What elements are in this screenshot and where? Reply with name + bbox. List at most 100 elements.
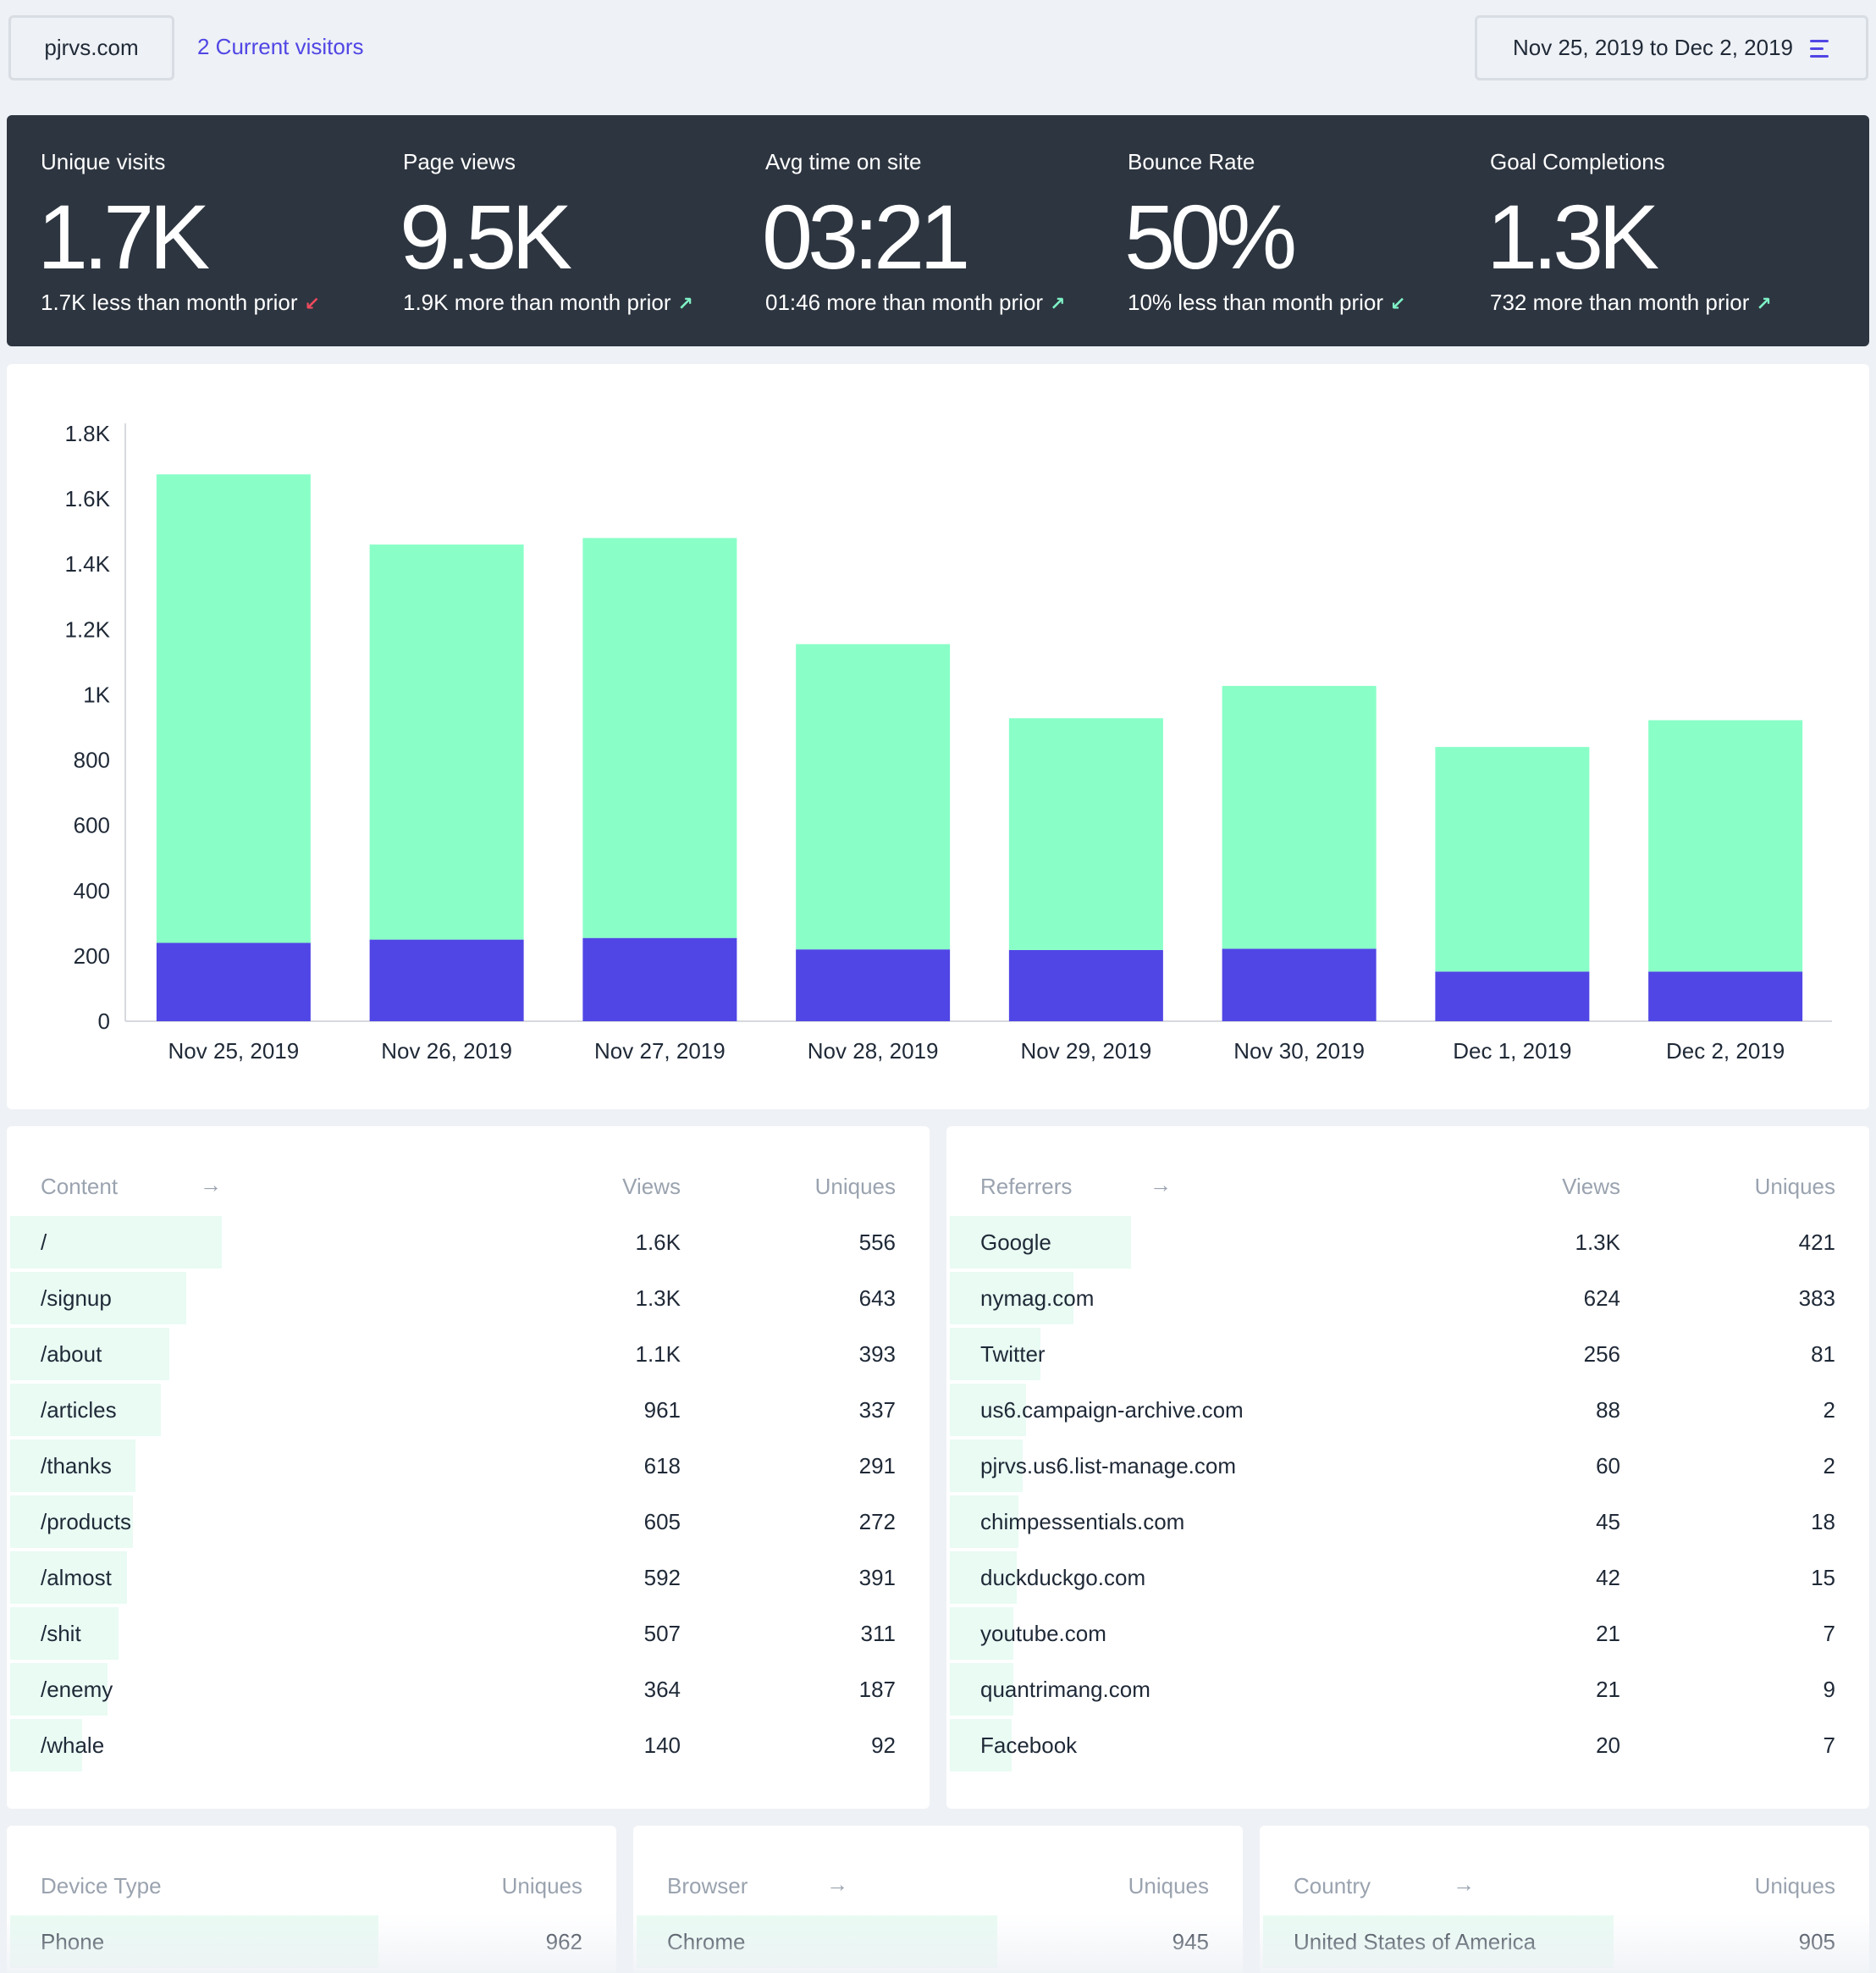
current-visitors-link[interactable]: 2 Current visitors <box>197 34 364 59</box>
y-tick-label: 1.6K <box>65 486 111 511</box>
table-row[interactable]: /enemy 364 187 <box>7 1663 930 1716</box>
table-row[interactable]: chimpessentials.com 45 18 <box>946 1495 1869 1548</box>
site-selector-button[interactable]: pjrvs.com <box>8 15 174 80</box>
y-tick-label: 800 <box>74 748 110 773</box>
table-row[interactable]: United States of America 905 <box>1260 1915 1869 1968</box>
row-uniques: 291 <box>858 1453 896 1478</box>
visits-bar-chart: 0 200 400 600 800 1K 1.2K 1.4K 1.6K 1.8K Nov 25, 2… <box>65 421 1832 1064</box>
bar-segment-top[interactable] <box>369 544 524 940</box>
row-views: 1.6K <box>635 1230 681 1255</box>
bar-segment-bottom[interactable] <box>1008 949 1163 1021</box>
table-row[interactable]: quantrimang.com 21 9 <box>946 1663 1869 1716</box>
table-row[interactable]: youtube.com 21 7 <box>946 1607 1869 1660</box>
table-row[interactable]: Chrome 945 <box>633 1915 1243 1968</box>
table-row[interactable]: /products 605 272 <box>7 1495 930 1548</box>
table-row[interactable]: /about 1.1K 393 <box>7 1328 930 1380</box>
row-label: duckduckgo.com <box>980 1565 1146 1590</box>
table-row[interactable]: / 1.6K 556 <box>7 1216 930 1268</box>
table-row[interactable]: Phone 962 <box>7 1915 616 1968</box>
bar-segment-top[interactable] <box>1435 747 1590 972</box>
table-row[interactable]: /thanks 618 291 <box>7 1440 930 1492</box>
row-share-bar <box>10 1328 169 1380</box>
arrow-up-right-icon: ↗ <box>677 293 693 314</box>
date-range-button[interactable]: Nov 25, 2019 to Dec 2, 2019 <box>1475 15 1868 80</box>
row-label: Chrome <box>667 1929 746 1954</box>
table-row[interactable]: Facebook 20 7 <box>946 1719 1869 1771</box>
row-uniques: 393 <box>858 1341 896 1367</box>
table-row[interactable]: /articles 961 337 <box>7 1384 930 1436</box>
uniques-column-header: Uniques <box>1754 1174 1835 1199</box>
table-row[interactable]: Google 1.3K 421 <box>946 1216 1869 1268</box>
y-tick-label: 400 <box>74 878 110 904</box>
bar-segment-bottom[interactable] <box>156 942 311 1021</box>
arrow-right-icon[interactable]: → <box>200 1172 222 1197</box>
bar-segment-top[interactable] <box>796 644 951 950</box>
arrow-up-right-icon: ↗ <box>1756 293 1772 314</box>
row-share-bar <box>10 1607 119 1660</box>
table-row[interactable]: us6.campaign-archive.com 88 2 <box>946 1384 1869 1436</box>
row-uniques: 92 <box>871 1733 896 1758</box>
arrow-right-icon[interactable]: → <box>1453 1871 1475 1897</box>
row-share-bar <box>10 1719 82 1771</box>
row-label: /enemy <box>41 1677 113 1702</box>
row-views: 624 <box>1583 1285 1620 1311</box>
bar-segment-top[interactable] <box>156 474 311 943</box>
bar-segment-bottom[interactable] <box>582 937 737 1021</box>
table-row[interactable]: /signup 1.3K 643 <box>7 1272 930 1324</box>
bar-segment-top[interactable] <box>1222 686 1377 949</box>
bar-segment-bottom[interactable] <box>1435 971 1590 1021</box>
row-label: /thanks <box>41 1453 112 1478</box>
table-row[interactable]: pjrvs.us6.list-manage.com 60 2 <box>946 1440 1869 1492</box>
row-share-bar <box>950 1551 1017 1604</box>
table-row[interactable]: /almost 592 391 <box>7 1551 930 1604</box>
stat-label: Avg time on site <box>765 149 922 174</box>
row-label: Google <box>980 1230 1051 1255</box>
table-row[interactable]: /whale 140 92 <box>7 1719 930 1771</box>
stat-change: 01:46 more than month prior ↗ <box>765 290 1066 316</box>
table-row[interactable]: Twitter 256 81 <box>946 1328 1869 1380</box>
content-table: Content → Views Uniques / 1.6K 556/signup 1… <box>7 1126 930 1809</box>
row-views: 45 <box>1596 1509 1620 1534</box>
row-label: Twitter <box>980 1341 1046 1367</box>
bar-segment-bottom[interactable] <box>369 939 524 1021</box>
row-views: 42 <box>1596 1565 1620 1590</box>
row-share-bar <box>10 1551 127 1604</box>
y-tick-label: 1K <box>83 682 110 707</box>
table-row[interactable]: duckduckgo.com 42 15 <box>946 1551 1869 1604</box>
bar-segment-top[interactable] <box>1648 720 1803 972</box>
stat-label: Unique visits <box>41 149 166 174</box>
table-row[interactable]: nymag.com 624 383 <box>946 1272 1869 1324</box>
row-uniques: 18 <box>1811 1509 1835 1534</box>
row-share-bar <box>10 1440 135 1492</box>
arrow-right-icon[interactable]: → <box>1150 1172 1172 1197</box>
bar-segment-bottom[interactable] <box>796 949 951 1021</box>
row-uniques: 383 <box>1798 1285 1835 1311</box>
row-uniques: 421 <box>1798 1230 1835 1255</box>
row-views: 20 <box>1596 1733 1620 1758</box>
stat-label: Page views <box>403 149 516 174</box>
table-row[interactable]: /shit 507 311 <box>7 1607 930 1660</box>
row-label: /whale <box>41 1733 105 1758</box>
y-tick-label: 1.8K <box>65 421 111 446</box>
bar-segment-bottom[interactable] <box>1648 971 1803 1021</box>
row-label: us6.campaign-archive.com <box>980 1397 1244 1423</box>
stat-change-text: 1.9K more than month prior <box>403 290 671 315</box>
row-share-bar <box>10 1495 133 1548</box>
arrow-right-icon[interactable]: → <box>826 1871 848 1897</box>
y-tick-label: 1.4K <box>65 551 111 577</box>
bar-segment-top[interactable] <box>1008 718 1163 950</box>
x-tick-label: Nov 30, 2019 <box>1233 1038 1365 1064</box>
row-label: Facebook <box>980 1733 1078 1758</box>
row-share-bar <box>950 1607 1013 1660</box>
row-label: Phone <box>41 1929 105 1954</box>
referrers-column-title: Referrers <box>980 1174 1073 1199</box>
row-uniques: 905 <box>1798 1929 1835 1954</box>
bar-segment-bottom[interactable] <box>1222 948 1377 1021</box>
stats-panel: Unique visits 1.7K 1.7K less than month … <box>7 115 1869 346</box>
row-uniques: 81 <box>1811 1341 1835 1367</box>
row-uniques: 15 <box>1811 1565 1835 1590</box>
stat-change: 1.9K more than month prior ↗ <box>403 290 693 316</box>
uniques-column-header: Uniques <box>1754 1873 1835 1898</box>
row-label: /about <box>41 1341 102 1367</box>
bar-segment-top[interactable] <box>582 538 737 938</box>
